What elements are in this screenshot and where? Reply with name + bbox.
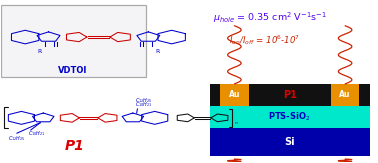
Text: $C_{12}H_{25}$: $C_{12}H_{25}$ [8,134,26,143]
Text: Au: Au [229,90,240,99]
Text: $_n$: $_n$ [234,121,239,127]
Bar [220,84,248,106]
FancyBboxPatch shape [1,5,146,77]
Text: Au: Au [339,90,351,99]
Bar [210,128,370,156]
Text: $C_{10}H_{21}$: $C_{10}H_{21}$ [135,101,152,109]
Bar [210,106,370,128]
Text: $C_{10}H_{21}$: $C_{10}H_{21}$ [28,129,46,138]
Bar [331,84,359,106]
Text: $\mu_{hole}$ = 0.35 cm$^{2}$ V$^{-1}$s$^{-1}$: $\mu_{hole}$ = 0.35 cm$^{2}$ V$^{-1}$s$^… [213,10,327,25]
Text: P1: P1 [283,90,297,100]
Bar [210,84,370,106]
Text: $C_{12}H_{25}$: $C_{12}H_{25}$ [135,96,152,105]
Text: R: R [37,49,41,54]
Text: $\it{I_{on}}$/$\it{I_{off}}$ = 10$^{6}$-10$^{7}$: $\it{I_{on}}$/$\it{I_{off}}$ = 10$^{6}$-… [229,33,300,47]
Text: R: R [156,49,160,54]
Text: VDTOI: VDTOI [57,67,87,75]
Text: P1: P1 [64,139,84,153]
Text: Si: Si [284,137,295,147]
Text: PTS-SiO$_2$: PTS-SiO$_2$ [268,110,311,123]
